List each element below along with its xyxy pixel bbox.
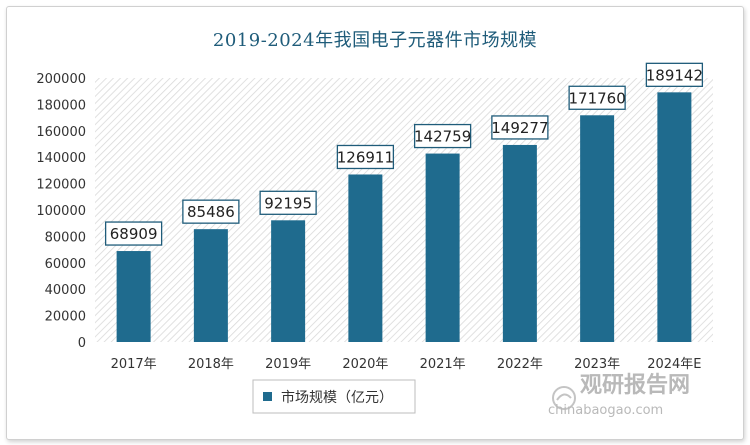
bar — [502, 144, 537, 342]
bar — [116, 251, 151, 342]
x-axis-ticks: 2017年 2018年 2019年 2020年 2021年 2022年 2023年 2024年… — [111, 357, 702, 372]
y-tick-label: 60000 — [45, 257, 86, 272]
data-label: 92195 — [264, 194, 312, 212]
bar — [193, 229, 228, 342]
y-tick-label: 160000 — [36, 125, 86, 140]
legend-box — [252, 379, 416, 414]
watermark-cn: 观研报告网 — [580, 373, 690, 398]
y-tick-label: 100000 — [36, 204, 86, 219]
data-label-box — [568, 85, 626, 110]
data-label-box — [336, 144, 395, 170]
watermark: 观研报告网 chinabaogao.com — [548, 373, 690, 418]
y-tick-label: 0 — [78, 336, 86, 351]
data-label-box — [491, 115, 549, 140]
legend-swatch — [263, 392, 272, 401]
bar — [425, 153, 460, 342]
data-label: 149277 — [491, 119, 548, 137]
data-label: 171760 — [568, 89, 625, 107]
watermark-logo-icon — [552, 386, 576, 410]
data-label-box — [645, 62, 704, 87]
x-tick-label: 2018年 — [188, 357, 234, 372]
x-tick-label: 2017年 — [111, 357, 157, 372]
data-label: 85486 — [187, 203, 235, 221]
legend-label: 市场规模（亿元） — [281, 389, 393, 406]
y-tick-label: 140000 — [36, 151, 86, 166]
x-tick-label: 2023年 — [574, 357, 620, 372]
bar — [348, 174, 383, 342]
y-tick-label: 180000 — [36, 98, 86, 113]
legend: 市场规模（亿元） — [252, 379, 416, 414]
data-label: 126911 — [337, 148, 394, 166]
x-tick-label: 2019年 — [265, 357, 311, 372]
data-labels: 68909 85486 92195 126911 142759 149277 171760 1… — [104, 62, 704, 246]
data-label: 68909 — [110, 225, 158, 243]
x-tick-label: 2021年 — [420, 357, 466, 372]
y-tick-label: 120000 — [36, 178, 86, 193]
data-label-box — [182, 199, 240, 224]
data-label: 189142 — [646, 66, 703, 84]
watermark-en: chinabaogao.com — [548, 403, 663, 418]
x-tick-label: 2022年 — [497, 357, 543, 372]
y-tick-label: 80000 — [45, 230, 86, 245]
y-tick-label: 40000 — [45, 283, 86, 298]
x-tick-label: 2024年E — [647, 357, 701, 372]
data-label-box — [104, 221, 163, 246]
bar — [580, 115, 615, 343]
data-label-box — [413, 123, 472, 149]
bar — [657, 92, 692, 343]
x-tick-label: 2020年 — [342, 357, 388, 372]
chart-title: 2019-2024年我国电子元器件市场规模 — [212, 30, 538, 51]
y-tick-label: 20000 — [45, 310, 86, 325]
y-tick-label: 200000 — [36, 72, 86, 87]
y-axis-ticks: 0 20000 40000 60000 80000 100000 120000 140000 1… — [36, 72, 86, 351]
bar — [271, 220, 306, 342]
data-label-box — [259, 190, 317, 215]
bars — [116, 92, 692, 343]
data-label: 142759 — [414, 128, 471, 146]
